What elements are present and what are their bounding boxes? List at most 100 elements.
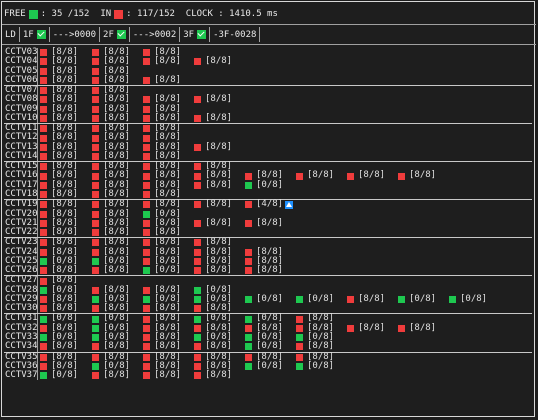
slot-cell[interactable]: [8/8] — [92, 238, 130, 247]
slot-cell[interactable]: [8/8] — [92, 95, 130, 104]
slot-cell[interactable]: [8/8] — [143, 75, 181, 85]
slot-cell[interactable]: [0/8] — [245, 332, 283, 342]
slot-cell[interactable]: [8/8] — [143, 370, 181, 380]
slot-cell[interactable]: [4/8] — [245, 199, 294, 209]
slot-cell[interactable]: [8/8] — [40, 323, 78, 333]
slot-cell[interactable]: [8/8] — [40, 361, 78, 371]
checkbox-icon[interactable] — [197, 30, 207, 39]
slot-cell[interactable]: [8/8] — [143, 95, 181, 104]
slot-cell[interactable]: [8/8] — [92, 142, 130, 152]
slot-cell[interactable]: [8/8] — [92, 47, 130, 57]
slot-cell[interactable]: [8/8] — [194, 256, 232, 266]
slot-cell[interactable]: [8/8] — [40, 142, 78, 152]
slot-cell[interactable]: [8/8] — [296, 341, 334, 351]
warning-icon[interactable] — [285, 200, 294, 209]
slot-cell[interactable]: [8/8] — [92, 151, 130, 161]
slot-cell[interactable]: [8/8] — [143, 303, 181, 313]
checkbox-icon[interactable] — [116, 30, 126, 39]
slot-cell[interactable]: [8/8] — [143, 161, 181, 171]
slot-cell[interactable]: [8/8] — [40, 47, 78, 57]
slot-cell[interactable]: [8/8] — [347, 294, 385, 304]
slot-cell[interactable]: [8/8] — [143, 256, 181, 266]
slot-cell[interactable]: [8/8] — [40, 199, 78, 209]
slot-cell[interactable]: [0/8] — [92, 323, 130, 333]
slot-cell[interactable]: [8/8] — [40, 352, 78, 362]
slot-cell[interactable]: [8/8] — [194, 361, 232, 371]
slot-cell[interactable]: [0/8] — [245, 314, 283, 323]
slot-cell[interactable]: [8/8] — [92, 247, 130, 257]
toolbar-item-1[interactable]: 1F — [20, 27, 50, 42]
slot-cell[interactable]: [8/8] — [92, 370, 130, 380]
slot-cell[interactable]: [8/8] — [40, 104, 78, 114]
slot-cell[interactable]: [8/8] — [40, 66, 78, 76]
toolbar-item-0[interactable]: LD — [2, 27, 20, 42]
slot-cell[interactable]: [0/8] — [245, 361, 283, 371]
slot-cell[interactable]: [8/8] — [143, 218, 181, 228]
slot-cell[interactable]: [8/8] — [194, 218, 232, 228]
slot-cell[interactable]: [8/8] — [194, 238, 232, 247]
slot-cell[interactable]: [8/8] — [347, 323, 385, 333]
slot-cell[interactable]: [8/8] — [92, 85, 130, 95]
slot-cell[interactable]: [8/8] — [143, 171, 181, 180]
slot-cell[interactable]: [8/8] — [143, 123, 181, 133]
slot-cell[interactable]: [8/8] — [347, 171, 385, 180]
slot-cell[interactable]: [8/8] — [143, 56, 181, 66]
slot-cell[interactable]: [8/8] — [40, 247, 78, 257]
slot-cell[interactable]: [8/8] — [296, 352, 334, 362]
slot-cell[interactable]: [0/8] — [245, 180, 283, 190]
slot-cell[interactable]: [0/8] — [92, 314, 130, 323]
slot-cell[interactable]: [8/8] — [40, 75, 78, 85]
slot-cell[interactable]: [8/8] — [194, 265, 232, 275]
slot-cell[interactable]: [8/8] — [143, 238, 181, 247]
slot-cell[interactable]: [8/8] — [143, 47, 181, 57]
slot-cell[interactable]: [8/8] — [92, 104, 130, 114]
slot-cell[interactable]: [8/8] — [143, 247, 181, 257]
slot-cell[interactable]: [8/8] — [245, 218, 283, 228]
slot-cell[interactable]: [8/8] — [92, 75, 130, 85]
slot-cell[interactable]: [8/8] — [40, 218, 78, 228]
slot-cell[interactable]: [0/8] — [245, 341, 283, 351]
slot-cell[interactable]: [8/8] — [245, 256, 283, 266]
slot-cell[interactable]: [0/8] — [40, 370, 78, 380]
slot-cell[interactable]: [0/8] — [92, 361, 130, 371]
slot-cell[interactable]: [8/8] — [92, 227, 130, 237]
toolbar-item-5[interactable]: 3F — [180, 27, 211, 42]
slot-cell[interactable]: [8/8] — [194, 161, 232, 171]
slot-cell[interactable]: [8/8] — [143, 361, 181, 371]
slot-cell[interactable]: [8/8] — [194, 95, 232, 104]
slot-cell[interactable]: [0/8] — [245, 294, 283, 304]
slot-cell[interactable]: [8/8] — [245, 247, 283, 257]
slot-cell[interactable]: [0/8] — [449, 294, 487, 304]
slot-cell[interactable]: [8/8] — [245, 265, 283, 275]
slot-cell[interactable]: [8/8] — [143, 285, 181, 295]
slot-cell[interactable]: [0/8] — [296, 294, 334, 304]
slot-cell[interactable]: [8/8] — [40, 265, 78, 275]
slot-cell[interactable]: [0/8] — [296, 332, 334, 342]
slot-cell[interactable]: [0/8] — [40, 314, 78, 323]
slot-cell[interactable]: [8/8] — [143, 142, 181, 152]
slot-cell[interactable]: [8/8] — [40, 151, 78, 161]
slot-cell[interactable]: [0/8] — [143, 294, 181, 304]
slot-cell[interactable]: [8/8] — [40, 95, 78, 104]
slot-cell[interactable]: [8/8] — [92, 189, 130, 199]
slot-cell[interactable]: [8/8] — [143, 352, 181, 362]
slot-cell[interactable]: [0/8] — [194, 332, 232, 342]
slot-cell[interactable]: [8/8] — [92, 209, 130, 219]
slot-cell[interactable]: [8/8] — [92, 303, 130, 313]
checkbox-icon[interactable] — [36, 30, 46, 39]
slot-cell[interactable]: [8/8] — [40, 133, 78, 142]
slot-cell[interactable]: [8/8] — [245, 171, 283, 180]
slot-cell[interactable]: [0/8] — [92, 332, 130, 342]
toolbar-item-4[interactable]: --->0002 — [130, 27, 181, 42]
slot-cell[interactable]: [8/8] — [194, 323, 232, 333]
slot-cell[interactable]: [8/8] — [92, 341, 130, 351]
slot-cell[interactable]: [8/8] — [92, 265, 130, 275]
slot-cell[interactable]: [8/8] — [40, 123, 78, 133]
slot-cell[interactable]: [8/8] — [194, 171, 232, 180]
slot-cell[interactable]: [8/8] — [143, 189, 181, 199]
slot-cell[interactable]: [8/8] — [194, 56, 232, 66]
slot-cell[interactable]: [8/8] — [143, 323, 181, 333]
slot-cell[interactable]: [8/8] — [194, 180, 232, 190]
slot-cell[interactable]: [8/8] — [398, 323, 436, 333]
slot-cell[interactable]: [8/8] — [92, 171, 130, 180]
